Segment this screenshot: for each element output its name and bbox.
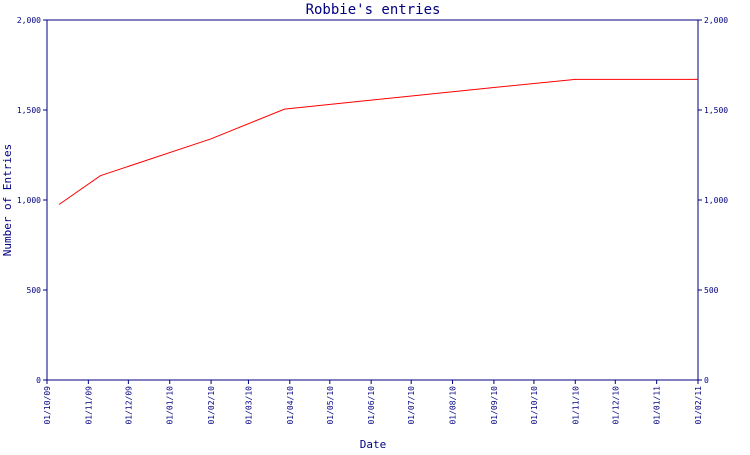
y-tick-label-left: 1,000 bbox=[17, 196, 41, 205]
x-tick-label: 01/05/10 bbox=[326, 386, 335, 425]
y-tick-label-right: 500 bbox=[704, 286, 719, 295]
y-tick-label-left: 0 bbox=[36, 376, 41, 385]
y-tick-label-right: 2,000 bbox=[704, 16, 728, 25]
chart-title: Robbie's entries bbox=[306, 2, 441, 18]
y-tick-label-left: 2,000 bbox=[17, 16, 41, 25]
x-tick-label: 01/02/10 bbox=[207, 386, 216, 425]
series-line bbox=[58, 78, 698, 205]
x-tick-label: 01/01/11 bbox=[653, 386, 662, 425]
plot-frame bbox=[46, 19, 699, 381]
x-tick-label: 01/10/09 bbox=[43, 386, 52, 425]
x-tick-label: 01/12/09 bbox=[124, 386, 133, 425]
x-tick-label: 01/02/11 bbox=[694, 386, 703, 425]
x-tick-label: 01/11/10 bbox=[571, 386, 580, 425]
x-tick-label: 01/12/10 bbox=[611, 386, 620, 425]
x-tick-label: 01/06/10 bbox=[367, 386, 376, 425]
x-tick-label: 01/08/10 bbox=[449, 386, 458, 425]
x-tick-label: 01/04/10 bbox=[286, 386, 295, 425]
x-tick-label: 01/11/09 bbox=[84, 386, 93, 425]
y-axis-label: Number of Entries bbox=[1, 144, 14, 257]
x-tick-label: 01/07/10 bbox=[407, 386, 416, 425]
y-tick-label-right: 1,000 bbox=[704, 196, 728, 205]
x-tick-label: 01/01/10 bbox=[166, 386, 175, 425]
y-tick-label-right: 1,500 bbox=[704, 106, 728, 115]
x-tick-label: 01/09/10 bbox=[490, 386, 499, 425]
x-axis-label: Date bbox=[360, 438, 387, 450]
x-tick-label: 01/10/10 bbox=[530, 386, 539, 425]
y-tick-label-left: 500 bbox=[27, 286, 42, 295]
y-tick-label-left: 1,500 bbox=[17, 106, 41, 115]
plot-area: 0 0 500 500 1,000 1,000 1,500 1,500 2,000 2,000 01… bbox=[17, 16, 728, 425]
x-tick-label: 01/03/10 bbox=[244, 386, 253, 425]
y-tick-label-right: 0 bbox=[704, 376, 709, 385]
